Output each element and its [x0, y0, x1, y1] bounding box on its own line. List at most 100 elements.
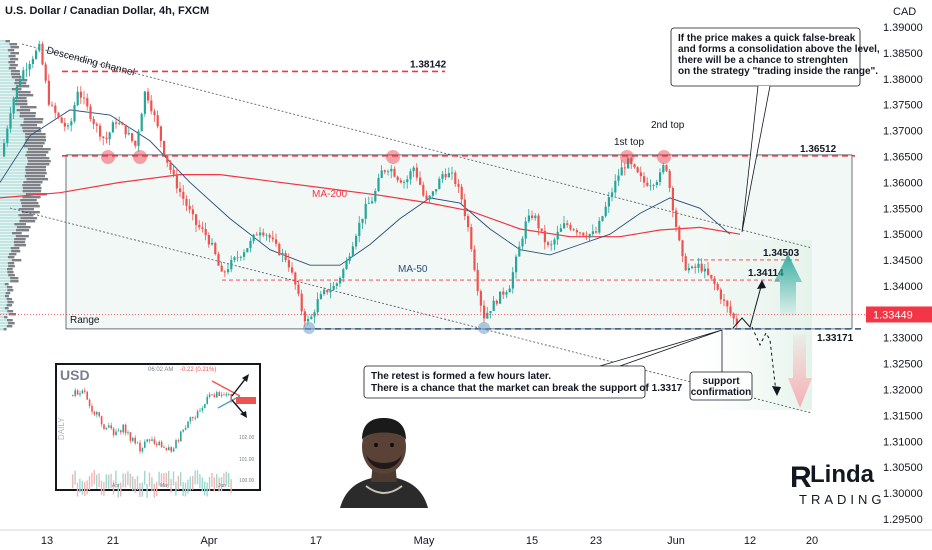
candle-body: [281, 253, 284, 255]
brand-name: Linda: [810, 461, 875, 488]
volume-bar: [27, 163, 50, 166]
volume-bar: [22, 130, 42, 133]
price-axis[interactable]: 1.39000 1.38500 1.38000 1.37500 1.37000 1.365…: [0, 22, 932, 526]
inset-volume-bar: [199, 474, 201, 489]
candle-body: [668, 170, 671, 188]
volume-bar: [25, 154, 47, 157]
inset-volume-bar: [115, 470, 117, 485]
candle-body: [169, 162, 172, 170]
candle-body: [115, 122, 118, 124]
inset-candle-body: [98, 412, 100, 417]
bull-path-head: [757, 280, 766, 289]
candle-body: [671, 187, 674, 211]
level-133171-label: 1.33171: [817, 333, 854, 344]
inset-volume-bar: [192, 475, 194, 490]
volume-bar: [16, 85, 30, 88]
inset-candle-body: [192, 417, 194, 419]
candle-body: [137, 131, 140, 146]
volume-bar: [0, 301, 8, 304]
top-note: If the price makes a quick false-break a…: [670, 27, 880, 233]
price-tick-label: 1.35500: [883, 203, 923, 215]
touch-marker: [386, 150, 400, 164]
candle-body: [627, 158, 630, 169]
volume-bar: [9, 43, 18, 46]
inset-candle-body: [93, 411, 96, 415]
support-note-line: support: [702, 376, 740, 387]
level-134114-label: 1.34114: [748, 268, 784, 279]
time-tick-label: 17: [310, 535, 322, 547]
volume-bar: [14, 244, 26, 247]
candle-body: [521, 238, 524, 247]
touch-marker: [620, 150, 634, 164]
inset-volume-bar: [148, 472, 151, 487]
volume-bar: [0, 277, 11, 280]
candle-body: [265, 234, 268, 236]
inset-candle-body: [120, 430, 122, 433]
volume-bar: [0, 325, 7, 328]
inset-candle-body: [208, 394, 211, 397]
candle-body: [470, 227, 473, 250]
range-rect: [65, 154, 853, 330]
candle-body: [22, 70, 25, 81]
candle-body: [643, 176, 646, 183]
second-top-label: 2nd top: [651, 120, 685, 131]
inset-volume-bar: [223, 473, 225, 488]
inset-up-arrow-head: [242, 374, 249, 382]
inset-candle-body: [117, 430, 120, 432]
inset-candles: [72, 387, 232, 498]
volume-bar: [0, 229, 16, 232]
candle-body: [278, 243, 281, 255]
candle-body: [163, 140, 166, 155]
time-tick-label: Apr: [200, 535, 217, 547]
time-tick-label: May: [414, 535, 435, 547]
inset-volume-bar: [194, 470, 196, 485]
volume-bar: [14, 223, 26, 226]
volume-bar: [0, 244, 15, 247]
symbol-title: U.S. Dollar / Canadian Dollar, 4h, FXCM: [5, 5, 209, 17]
price-tick-label: 1.32500: [883, 359, 923, 371]
price-tick-label: 1.36500: [883, 151, 923, 163]
candle-body: [67, 125, 70, 127]
volume-bar: [0, 250, 12, 253]
candle-body: [572, 229, 575, 231]
inset-volume-bar: [91, 472, 93, 487]
volume-bar: [0, 133, 26, 136]
volume-bar: [0, 61, 9, 64]
volume-bar: [0, 283, 5, 286]
volume-bar: [0, 208, 19, 211]
price-tick-label: 1.37500: [883, 100, 923, 112]
ma-200-label: MA-200: [312, 189, 347, 200]
candle-body: [271, 237, 274, 240]
time-tick-label: 13: [41, 535, 53, 547]
first-top-label: 1st top: [614, 137, 644, 148]
candle-body: [323, 289, 326, 295]
inset-volume-bar: [141, 482, 143, 497]
inset-volume-bar: [158, 471, 160, 486]
candle-body: [390, 168, 393, 172]
candle-body: [92, 118, 95, 125]
time-axis[interactable]: 13 21 Apr 17 May 15 23 Jun 12 20: [41, 535, 818, 547]
inset-candle-body: [220, 394, 223, 396]
inset-price-tick: 101.00: [239, 457, 255, 463]
candle-body: [54, 105, 57, 113]
candle-body: [182, 191, 185, 199]
ma-200-line: [0, 174, 741, 238]
candle-body: [172, 169, 175, 175]
candle-body: [358, 222, 361, 237]
volume-bar: [15, 103, 28, 106]
volume-bar: [7, 268, 13, 271]
volume-bar: [0, 181, 24, 184]
candle-body: [214, 242, 217, 255]
candle-body: [438, 178, 441, 190]
candle-body: [201, 227, 204, 229]
inset-candle-body: [115, 431, 117, 435]
price-tick-label: 1.35000: [883, 229, 923, 241]
volume-bar: [19, 112, 36, 115]
inset-volume-bar: [168, 470, 170, 485]
candle-body: [511, 272, 514, 289]
inset-month: Jun: [218, 483, 226, 489]
candle-body: [361, 218, 364, 223]
inset-volume-bar: [98, 473, 100, 488]
candle-body: [409, 171, 412, 180]
